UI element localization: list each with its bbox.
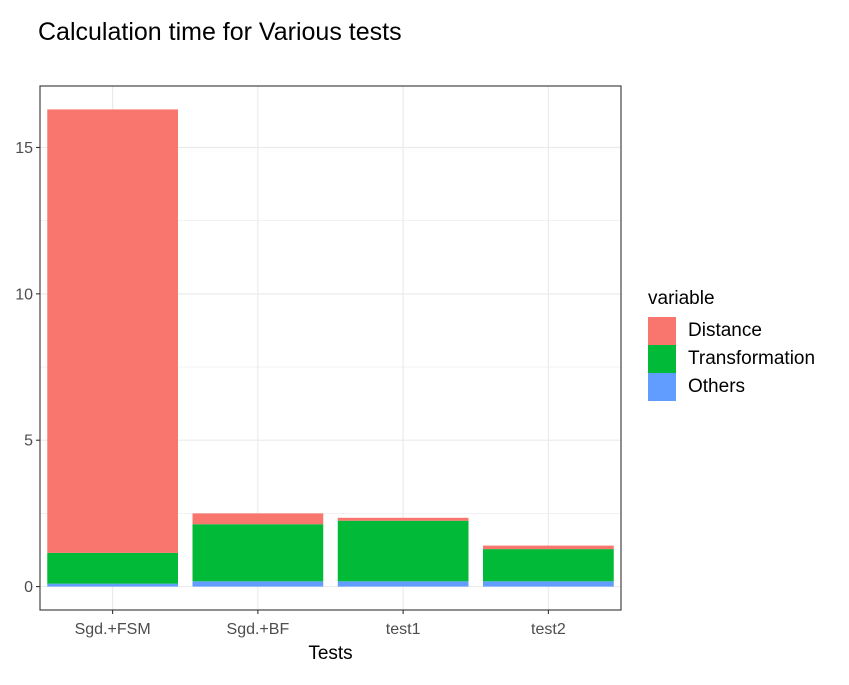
bar-segment-others (192, 581, 324, 587)
x-tick-label: test1 (386, 621, 421, 638)
bar-segment-others (337, 581, 469, 587)
bar-segment-transformation (47, 552, 178, 584)
x-tick-label: Sgd.+FSM (75, 621, 151, 638)
legend-item-distance: Distance (648, 317, 815, 345)
bar-segment-others (483, 581, 614, 587)
y-tick-label: 10 (15, 286, 33, 303)
legend: variable Distance Transformation Others (648, 288, 815, 401)
bar-segment-transformation (483, 549, 614, 582)
legend-item-transformation: Transformation (648, 345, 815, 373)
legend-key (648, 345, 676, 373)
y-axis: 0 5 10 15 (15, 140, 40, 596)
legend-label: Distance (688, 320, 762, 341)
bar-segment-distance (192, 513, 324, 525)
bar-segment-transformation (337, 520, 469, 582)
y-tick-label: 5 (24, 433, 33, 450)
legend-item-others: Others (648, 373, 815, 401)
x-tick-label: test2 (531, 621, 566, 638)
chart-title: Calculation time for Various tests (38, 18, 402, 46)
bar-segment-distance (47, 109, 178, 553)
bar-segment-transformation (192, 524, 324, 582)
bar-segment-distance (483, 545, 614, 550)
panel-border (39, 85, 622, 611)
bars (47, 109, 614, 587)
legend-label: Transformation (688, 348, 816, 369)
x-axis: Sgd.+FSM Sgd.+BF test1 test2 (75, 610, 566, 638)
x-tick-label: Sgd.+BF (227, 621, 290, 638)
bar-segment-distance (337, 517, 469, 521)
x-axis-label: Tests (308, 643, 352, 664)
legend-key (648, 373, 676, 401)
legend-label: Others (688, 376, 746, 397)
legend-key (648, 317, 676, 345)
legend-title: variable (648, 288, 715, 309)
y-tick-label: 0 (24, 579, 33, 596)
y-tick-label: 15 (15, 140, 33, 157)
bar-segment-others (47, 583, 178, 587)
